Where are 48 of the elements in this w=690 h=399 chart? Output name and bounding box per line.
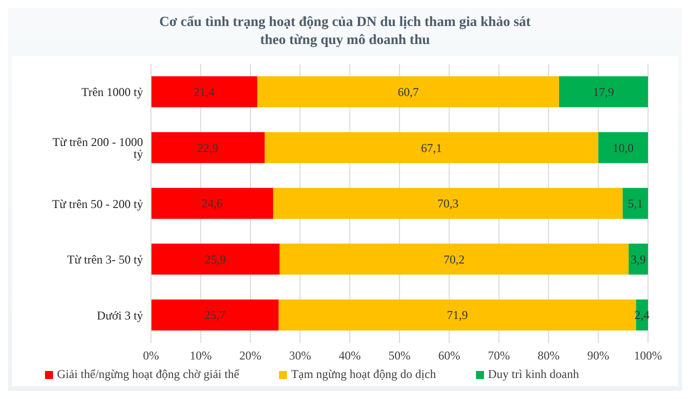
bar: [622, 188, 648, 219]
x-tick-label: 20%: [239, 348, 262, 363]
x-tick-label: 80%: [538, 348, 560, 363]
data-label: 70,2: [444, 252, 465, 266]
data-label: 71,9: [446, 308, 468, 322]
x-tick-label: 100%: [634, 348, 662, 363]
bar: [598, 132, 648, 164]
bar: [257, 76, 560, 108]
y-tick-label: Từ trên 200 - 1000 tỷ: [52, 134, 143, 161]
x-tick-label: 70%: [488, 348, 510, 363]
y-tick-label: Dưới 3 tỷ: [96, 308, 143, 322]
legend-label: Tạm ngừng hoạt động do dịch: [291, 367, 436, 381]
chart-title: Cơ cấu tình trạng hoạt động của DN du lịch tham gia khảo sát theo từng quy mô doanh thu: [158, 14, 532, 50]
y-tick-label: Từ trên 50 - 200 tỷ: [52, 196, 143, 211]
data-label: 5,1: [628, 196, 643, 211]
x-tick-label: 30%: [289, 348, 312, 363]
data-label: 70,3: [437, 196, 458, 211]
bar: [151, 76, 258, 108]
bar: [280, 244, 629, 275]
data-label: 25,9: [204, 252, 226, 266]
x-tick-label: 50%: [388, 348, 410, 363]
bar: [151, 188, 274, 219]
y-tick-label: Trên 1000 tỷ: [81, 85, 143, 100]
legend-label: Giải thể/ngừng hoạt động chờ giải thể: [57, 367, 240, 381]
x-tick-label: 90%: [587, 348, 610, 363]
bar: [273, 188, 623, 219]
data-label: 25,7: [204, 308, 226, 322]
x-tick-label: 40%: [338, 348, 361, 363]
x-tick-label: 60%: [438, 348, 460, 363]
x-tick-label: 10%: [190, 348, 212, 363]
x-tick-label: 0%: [143, 348, 159, 363]
data-label: 60,7: [398, 85, 419, 100]
data-label: 17,9: [593, 85, 614, 100]
bar: [264, 132, 598, 164]
legend-label: Duy trì kinh doanh: [488, 367, 579, 381]
data-label: 3,9: [630, 252, 646, 266]
bar: [559, 76, 648, 108]
data-label: 24,6: [202, 196, 223, 211]
y-tick-label: Từ trên 3- 50 tỷ: [67, 252, 143, 267]
bar: [278, 299, 636, 330]
data-label: 10,0: [612, 140, 634, 155]
bar: [151, 132, 265, 164]
data-label: 21,4: [194, 85, 215, 100]
bar: [628, 244, 648, 275]
data-label: 22,9: [197, 140, 218, 155]
data-label: 67,1: [421, 140, 442, 155]
bar: [151, 244, 280, 275]
bar: [151, 299, 279, 330]
